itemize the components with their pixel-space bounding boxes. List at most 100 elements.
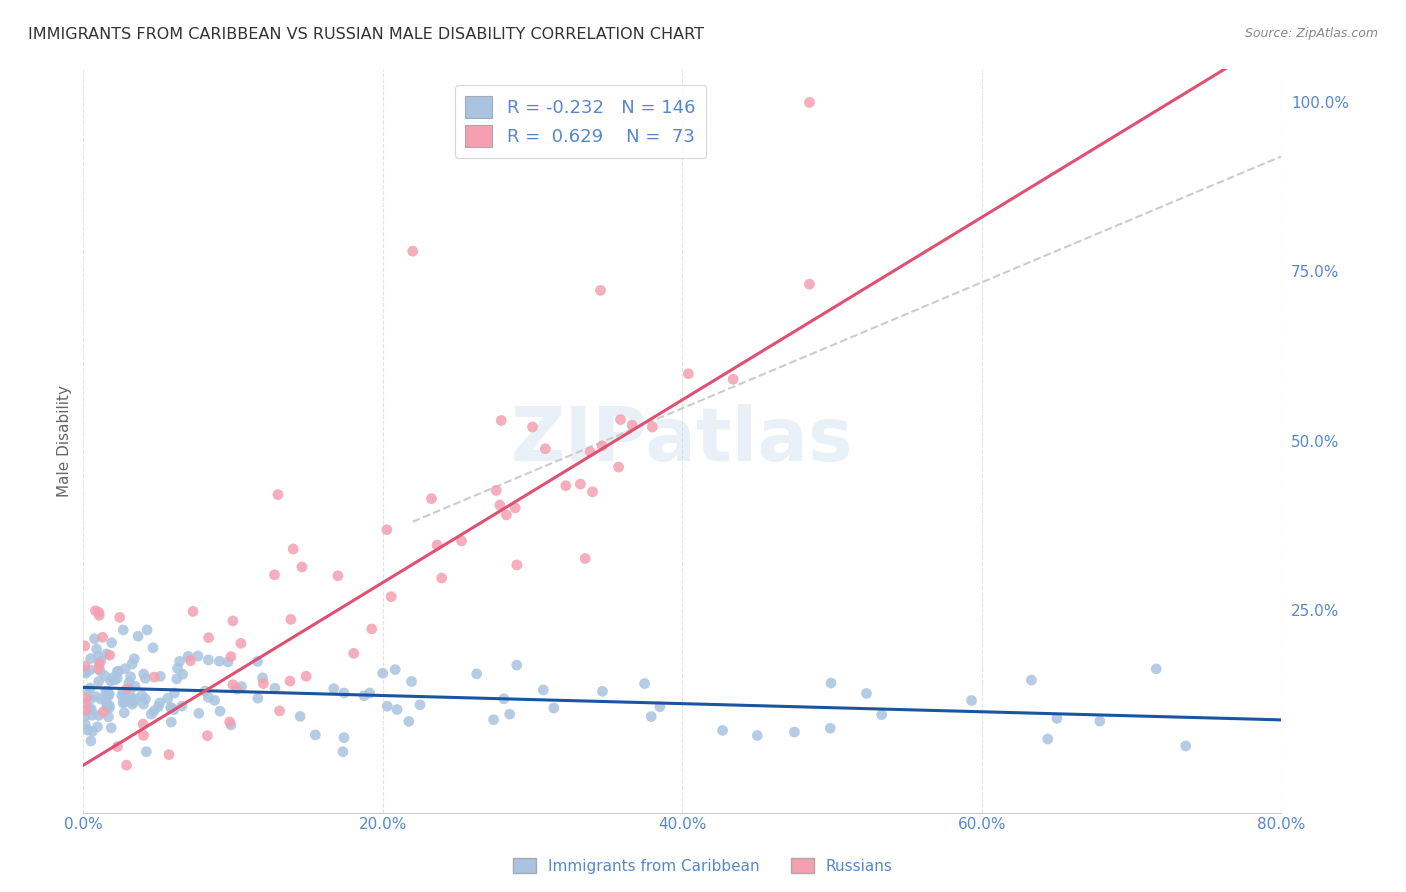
Point <box>73 696 96 710</box>
Point <box>131 689 153 703</box>
Point <box>105 665 128 679</box>
Point <box>143 670 166 684</box>
Point <box>80 734 103 748</box>
Point <box>87 649 110 664</box>
Point <box>107 739 129 754</box>
Point <box>100 673 122 688</box>
Point <box>118 684 141 698</box>
Point <box>75 703 97 717</box>
Point <box>591 439 613 453</box>
Point <box>101 671 124 685</box>
Point <box>96 647 118 661</box>
Point <box>1088 714 1111 728</box>
Point <box>142 640 165 655</box>
Point <box>98 698 121 713</box>
Point <box>581 484 603 499</box>
Point <box>166 672 188 686</box>
Point <box>118 675 141 690</box>
Point <box>160 700 183 714</box>
Point <box>73 659 96 673</box>
Point <box>799 95 821 110</box>
Point <box>97 684 120 698</box>
Point <box>204 693 226 707</box>
Point <box>465 666 488 681</box>
Point <box>252 676 274 690</box>
Point <box>75 691 97 706</box>
Point <box>132 717 155 731</box>
Point <box>409 698 432 712</box>
Point <box>264 681 287 695</box>
Point <box>353 689 375 703</box>
Point <box>76 723 98 738</box>
Point <box>187 706 209 721</box>
Point <box>633 676 655 690</box>
Point <box>222 614 245 628</box>
Point <box>89 657 111 671</box>
Point <box>80 708 103 723</box>
Point <box>121 697 143 711</box>
Point <box>747 729 769 743</box>
Point <box>609 412 631 426</box>
Point <box>1036 732 1059 747</box>
Point <box>359 686 381 700</box>
Point <box>124 691 146 706</box>
Point <box>73 664 96 678</box>
Point <box>246 691 269 706</box>
Point <box>107 664 129 678</box>
Point <box>115 758 138 772</box>
Point <box>506 658 529 673</box>
Point <box>181 604 204 618</box>
Point <box>112 689 135 703</box>
Point <box>87 662 110 676</box>
Point <box>141 707 163 722</box>
Point <box>534 442 557 456</box>
Point <box>76 683 98 698</box>
Point <box>430 571 453 585</box>
Point <box>94 694 117 708</box>
Point <box>97 710 120 724</box>
Point <box>96 699 118 714</box>
Point <box>79 692 101 706</box>
Point <box>111 696 134 710</box>
Point <box>711 723 734 738</box>
Point <box>163 686 186 700</box>
Point <box>607 460 630 475</box>
Point <box>246 655 269 669</box>
Point <box>73 639 96 653</box>
Point <box>641 420 664 434</box>
Point <box>332 745 354 759</box>
Point <box>96 700 118 714</box>
Point <box>91 705 114 719</box>
Point <box>75 666 97 681</box>
Point <box>80 702 103 716</box>
Point <box>111 689 134 703</box>
Point <box>333 686 356 700</box>
Point <box>543 701 565 715</box>
Point <box>960 693 983 707</box>
Point <box>295 669 318 683</box>
Point <box>94 669 117 683</box>
Point <box>252 671 274 685</box>
Point <box>89 608 111 623</box>
Point <box>384 663 406 677</box>
Point <box>229 636 252 650</box>
Point <box>343 646 366 660</box>
Point <box>398 714 420 729</box>
Point <box>482 713 505 727</box>
Point <box>124 679 146 693</box>
Point <box>90 692 112 706</box>
Point <box>579 444 602 458</box>
Point <box>121 657 143 671</box>
Point <box>820 676 842 690</box>
Point <box>401 674 423 689</box>
Point <box>82 724 104 739</box>
Point <box>721 372 744 386</box>
Point <box>177 649 200 664</box>
Point <box>263 567 285 582</box>
Point <box>172 667 194 681</box>
Point <box>375 523 398 537</box>
Point <box>591 684 613 698</box>
Point <box>98 687 121 701</box>
Point <box>1174 739 1197 753</box>
Point <box>124 651 146 665</box>
